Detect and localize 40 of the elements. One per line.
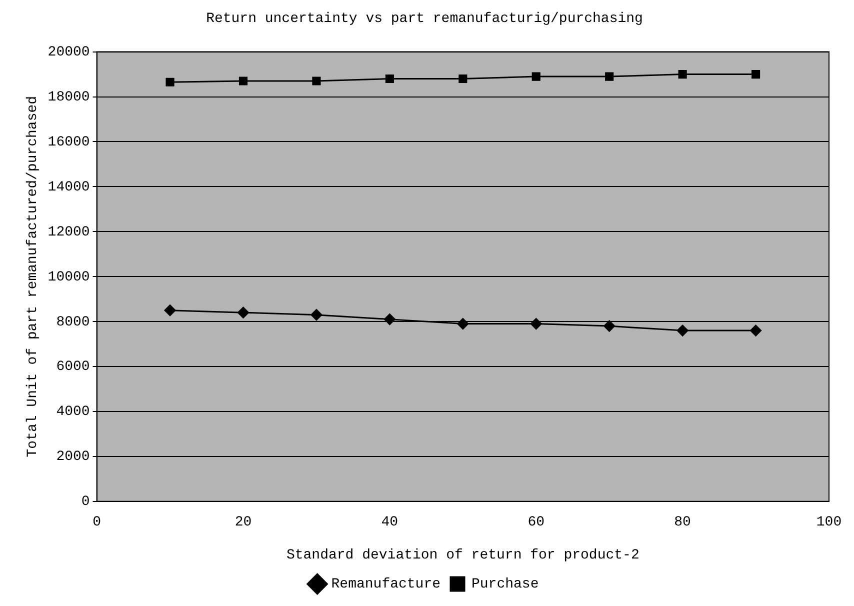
point: [458, 74, 468, 84]
x-tick-label: 100: [816, 514, 842, 531]
y-tick-label: 4000: [56, 404, 90, 420]
point: [310, 309, 322, 321]
y-tick-label: 16000: [48, 134, 90, 150]
y-tick-label: 14000: [48, 179, 90, 196]
y-tick-label: 20000: [48, 44, 90, 61]
y-tick-label: 0: [81, 494, 90, 510]
point: [605, 72, 614, 81]
x-tick-label: 60: [528, 514, 545, 531]
y-axis-title: Total Unit of part remanufactured/purchased: [25, 96, 42, 458]
point: [457, 318, 469, 330]
point: [237, 306, 249, 318]
legend-label: Remanufacture: [331, 576, 441, 593]
x-axis-title: Standard deviation of return for product-2: [286, 547, 640, 564]
point: [164, 304, 176, 316]
point: [238, 76, 248, 86]
x-tick-label: 20: [234, 514, 252, 531]
legend-label: Purchase: [472, 576, 539, 593]
point: [750, 324, 762, 336]
x-tick-label: 0: [92, 514, 102, 531]
point: [385, 74, 394, 84]
point: [532, 72, 540, 81]
x-tick-label: 40: [381, 514, 398, 531]
point: [604, 320, 616, 332]
y-tick-label: 10000: [48, 269, 90, 286]
point: [676, 324, 688, 336]
point: [530, 318, 542, 330]
y-tick-label: 6000: [56, 359, 90, 376]
point: [751, 70, 760, 79]
point: [678, 70, 687, 79]
y-tick-label: 12000: [48, 224, 90, 240]
y-tick-label: 8000: [56, 314, 90, 330]
chart-title: Return uncertainty vs part remanufacturig/purchasing: [206, 11, 643, 28]
point: [312, 76, 321, 86]
y-tick-label: 18000: [48, 89, 90, 106]
point: [166, 78, 174, 86]
y-tick-label: 2000: [56, 449, 90, 466]
point: [384, 314, 396, 326]
x-tick-label: 80: [674, 514, 691, 531]
